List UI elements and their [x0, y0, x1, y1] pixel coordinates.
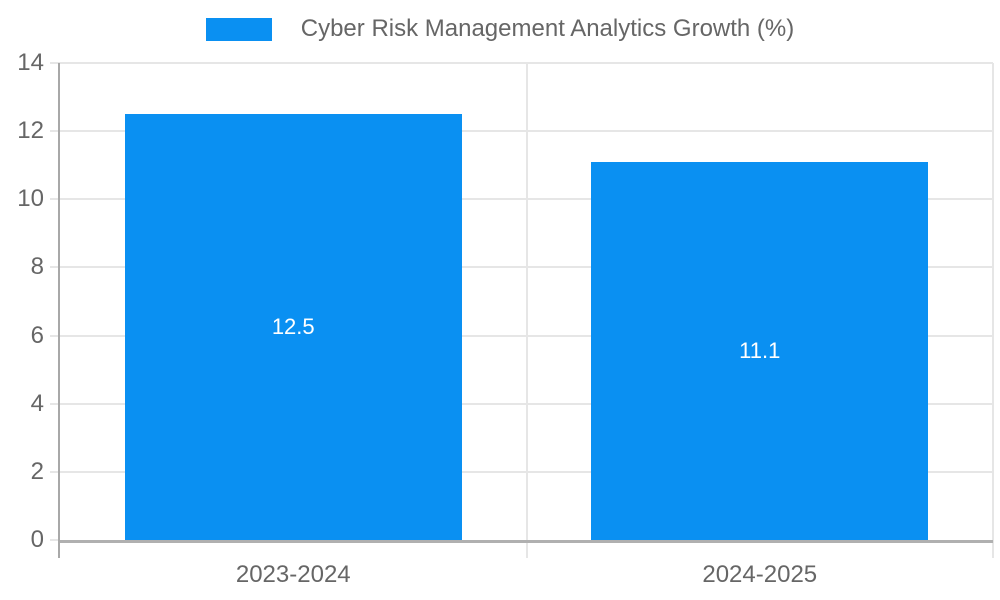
y-axis-line [58, 63, 60, 558]
y-axis-tick [50, 130, 60, 133]
plot-area: 12.5 11.1 [60, 62, 994, 558]
y-tick-label: 4 [30, 389, 44, 417]
y-tick-label: 8 [30, 253, 44, 281]
y-tick-label: 12 [17, 117, 44, 145]
bar-value-label: 11.1 [739, 337, 781, 363]
y-axis-tick [50, 62, 60, 64]
x-tick-label: 2024-2025 [702, 561, 818, 588]
y-axis-tick [50, 198, 60, 201]
y-tick-label: 10 [17, 185, 44, 213]
y-tick-label: 0 [30, 526, 44, 553]
bar-2024-2025 [591, 161, 929, 540]
x-tick-label: 2023-2024 [235, 561, 351, 588]
y-axis-tick [50, 539, 60, 541]
legend: Cyber Risk Management Analytics Growth (… [0, 15, 1000, 43]
x-gridline [525, 63, 528, 558]
bar-2023-2024 [124, 114, 462, 540]
y-axis-tick [50, 266, 60, 269]
y-tick-label: 6 [30, 321, 44, 349]
bar-value-label: 12.5 [271, 314, 315, 340]
y-axis-tick [50, 334, 60, 337]
y-axis-tick [50, 470, 60, 473]
y-tick-label: 2 [30, 457, 44, 485]
legend-label: Cyber Risk Management Analytics Growth (… [300, 15, 795, 42]
y-tick-label: 14 [17, 49, 44, 76]
legend-swatch [205, 17, 272, 41]
y-axis-tick [50, 402, 60, 405]
x-gridline [992, 63, 994, 558]
x-axis-line [58, 540, 993, 543]
